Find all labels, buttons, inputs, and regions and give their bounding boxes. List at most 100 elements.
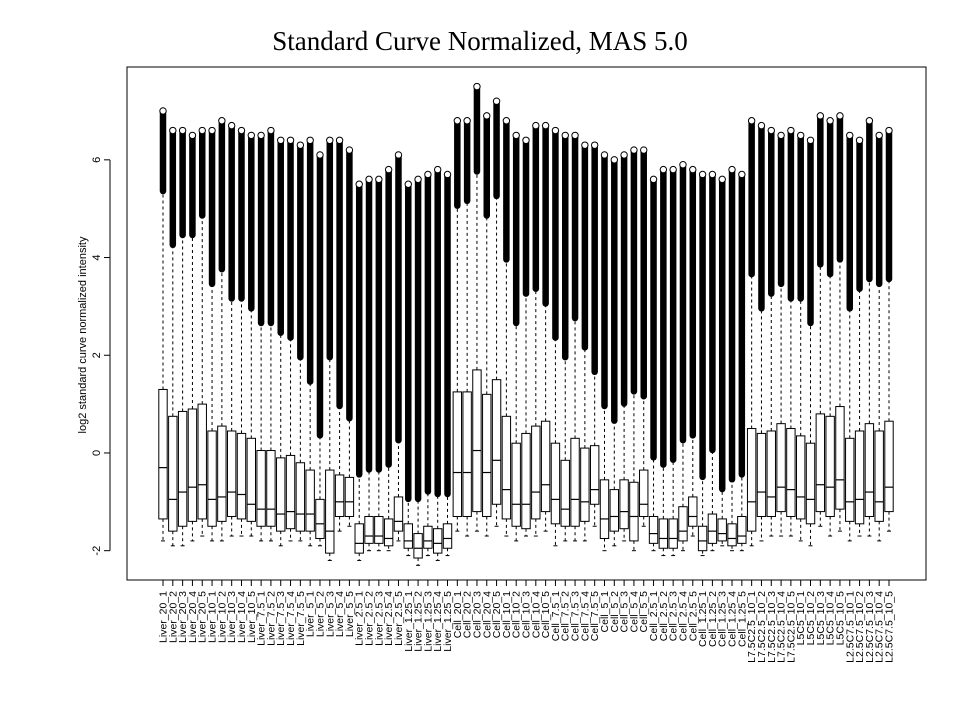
outlier-point bbox=[394, 151, 403, 159]
box-iqr bbox=[256, 450, 266, 527]
box-iqr bbox=[364, 515, 374, 544]
box-Cell_1.25_3 bbox=[717, 175, 727, 547]
box-iqr bbox=[599, 479, 610, 539]
outlier-point bbox=[885, 126, 893, 135]
outlier-point bbox=[218, 117, 226, 125]
box-iqr bbox=[835, 406, 845, 510]
box-L5C5_10_5 bbox=[835, 112, 845, 532]
x-tick-label: Cell_7.5_5 bbox=[589, 591, 601, 641]
outlier-point bbox=[806, 136, 815, 144]
box-Liver_7.5_2 bbox=[266, 126, 276, 542]
outlier-point bbox=[463, 117, 471, 125]
outlier-point bbox=[649, 175, 658, 184]
box-iqr bbox=[295, 462, 306, 532]
outlier-point bbox=[434, 165, 442, 174]
box-iqr bbox=[639, 469, 649, 517]
box-Cell_5_1 bbox=[599, 151, 610, 552]
box-Cell_5_3 bbox=[619, 151, 629, 542]
outlier-point bbox=[316, 151, 324, 159]
box-iqr bbox=[168, 415, 178, 532]
box-iqr bbox=[845, 437, 855, 522]
outlier-point bbox=[335, 136, 344, 144]
x-tick-label: Cell_2.5_2 bbox=[658, 591, 670, 641]
box-iqr bbox=[482, 393, 492, 517]
box-L5C5_10_4 bbox=[825, 117, 835, 537]
box-Cell_20_3 bbox=[472, 82, 482, 532]
x-tick-label: Cell_5_4 bbox=[628, 591, 640, 633]
box-iqr bbox=[668, 518, 678, 549]
outlier-point bbox=[590, 141, 599, 149]
outlier-point bbox=[188, 131, 197, 140]
box-L7.5C2.5_10_5 bbox=[786, 126, 796, 537]
y-axis: -2 0 2 4 6 bbox=[91, 157, 111, 556]
x-tick-label: Cell_20_5 bbox=[491, 591, 503, 638]
box-iqr bbox=[433, 528, 443, 554]
box-iqr bbox=[658, 518, 669, 549]
box-iqr bbox=[305, 469, 315, 532]
box-Cell_5_2 bbox=[609, 156, 619, 547]
outlier-point bbox=[483, 112, 491, 120]
outlier-point bbox=[561, 131, 569, 140]
box-Cell_2.5_4 bbox=[678, 161, 688, 552]
box-Liver_5_1 bbox=[305, 136, 315, 547]
x-tick-label: Liver_2.5_2 bbox=[364, 591, 376, 646]
outlier-point bbox=[787, 126, 795, 135]
box-iqr bbox=[756, 432, 767, 517]
box-iqr bbox=[697, 525, 708, 552]
box-iqr bbox=[570, 437, 580, 527]
box-Cell_10_2 bbox=[511, 131, 521, 542]
outlier-point bbox=[551, 126, 560, 135]
box-Liver_20_2 bbox=[168, 126, 178, 547]
outlier-point bbox=[757, 121, 766, 130]
box-Liver_7.5_1 bbox=[256, 131, 266, 542]
outlier-point bbox=[571, 131, 579, 140]
x-tick-label: Cell_1.25_1 bbox=[697, 591, 709, 647]
box-Cell_2.5_3 bbox=[668, 165, 678, 557]
x-tick-label: L2.5C7.5_10_1 bbox=[844, 591, 856, 663]
box-iqr bbox=[207, 430, 217, 527]
outlier-point bbox=[718, 175, 726, 184]
outlier-point bbox=[286, 136, 295, 144]
x-tick-label: L7.5C2.5_10_4 bbox=[776, 591, 788, 663]
box-iqr bbox=[796, 435, 806, 520]
box-L2.5C7.5_10_3 bbox=[864, 117, 875, 537]
x-tick-label: Cell_1.25_2 bbox=[707, 591, 719, 647]
box-Cell_7.5_1 bbox=[550, 126, 561, 547]
x-tick-label: Liver_7.5_1 bbox=[256, 591, 268, 646]
x-tick-label: Cell_5_2 bbox=[609, 591, 621, 633]
x-tick-label: L2.5C7.5_10_2 bbox=[854, 591, 866, 663]
box-Liver_20_1 bbox=[158, 107, 168, 542]
x-tick-label: Liver_1.25_1 bbox=[403, 591, 415, 652]
box-iqr bbox=[403, 523, 413, 549]
box-iqr bbox=[776, 423, 786, 513]
box-iqr bbox=[423, 525, 433, 549]
x-tick-label: L7.5C2.5_10_1 bbox=[746, 591, 758, 663]
outlier-point bbox=[836, 112, 844, 120]
outlier-point bbox=[277, 136, 285, 144]
box-Cell_20_1 bbox=[452, 117, 463, 532]
outlier-point bbox=[473, 82, 481, 91]
box-iqr bbox=[864, 423, 875, 517]
x-tick-label: Cell_5_5 bbox=[638, 591, 650, 633]
x-tick-label: Cell_10_2 bbox=[511, 591, 523, 638]
outlier-point bbox=[600, 151, 609, 159]
box-iqr bbox=[688, 496, 698, 527]
outlier-point bbox=[247, 131, 255, 140]
box-Cell_1.25_4 bbox=[727, 165, 737, 552]
box-Liver_20_5 bbox=[197, 126, 207, 537]
box-iqr bbox=[531, 425, 541, 520]
x-tick-label: Liver_10_5 bbox=[246, 591, 258, 643]
outlier-point bbox=[345, 146, 354, 154]
x-tick-label: Liver_1.25_2 bbox=[413, 591, 425, 652]
x-tick-label: Liver_5_1 bbox=[305, 591, 317, 637]
box-Cell_2.5_1 bbox=[648, 175, 659, 552]
x-tick-label: Liver_20_3 bbox=[177, 591, 189, 643]
box-Liver_7.5_3 bbox=[276, 136, 286, 547]
box-iqr bbox=[452, 391, 463, 517]
box-Liver_1.25_3 bbox=[423, 170, 433, 557]
box-Cell_1.25_2 bbox=[707, 170, 718, 552]
outlier-point bbox=[169, 126, 177, 135]
x-tick-label: Liver_7.5_4 bbox=[285, 591, 297, 646]
box-Liver_1.25_4 bbox=[433, 165, 443, 561]
